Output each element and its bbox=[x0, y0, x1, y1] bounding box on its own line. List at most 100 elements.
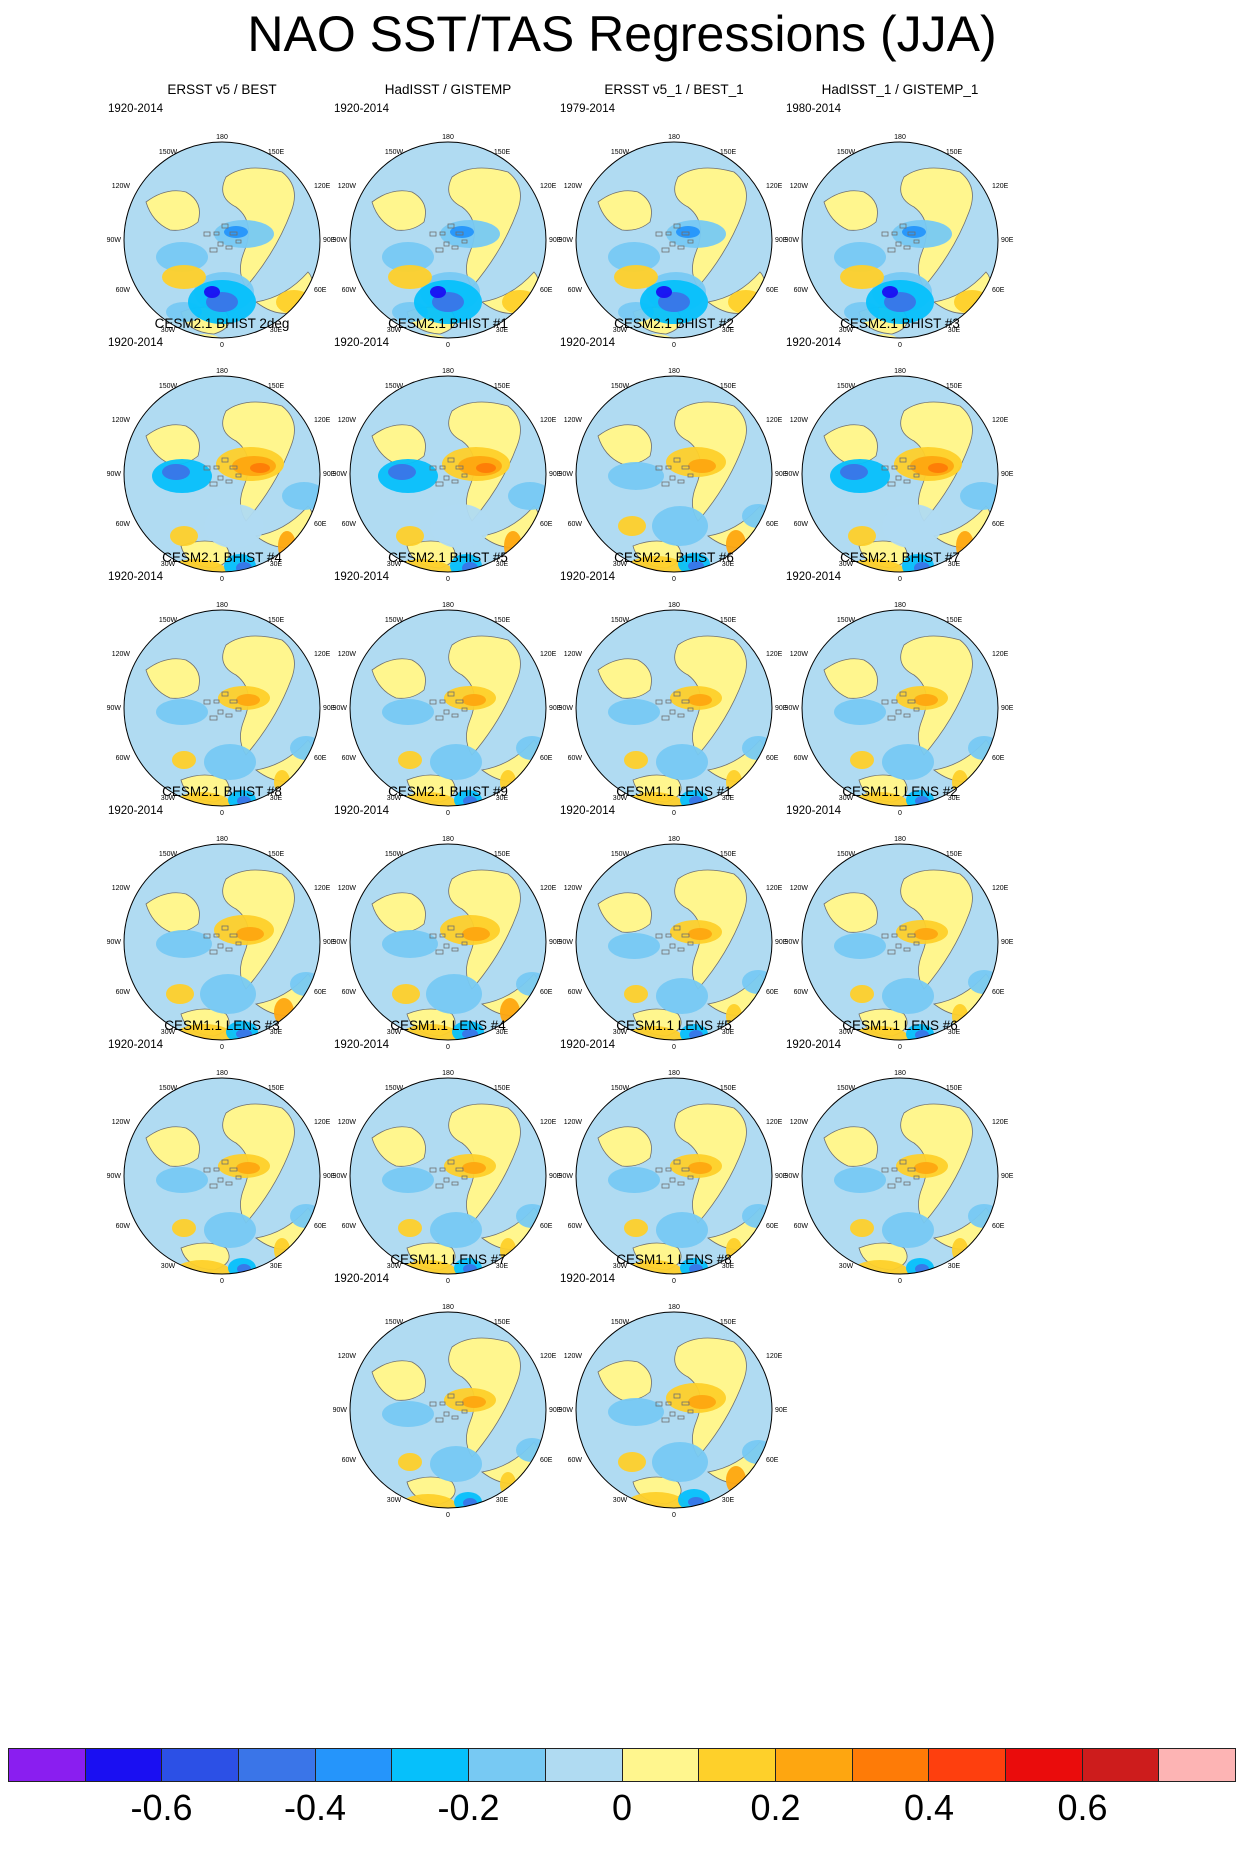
island-outline bbox=[443, 709, 450, 715]
island-outline bbox=[673, 223, 681, 229]
island-outline bbox=[661, 481, 670, 487]
colorbar-tick-label: -0.4 bbox=[283, 1787, 347, 1828]
longitude-label: 30W bbox=[161, 1029, 176, 1036]
island-outline bbox=[881, 699, 889, 705]
island-outline bbox=[913, 239, 920, 244]
longitude-label: 60W bbox=[116, 521, 131, 528]
anomaly-contour bbox=[834, 1167, 886, 1193]
anomaly-contour bbox=[608, 933, 660, 959]
longitude-label: 150W bbox=[159, 851, 178, 858]
island-outline bbox=[439, 933, 446, 938]
longitude-label: 150E bbox=[720, 383, 737, 390]
map-panel: 180 150W 150E 120W 120E 90W 90E 60W 60E 30W 30E 0 CE… bbox=[764, 550, 1036, 826]
landmass bbox=[371, 190, 426, 231]
longitude-label: 60W bbox=[342, 989, 357, 996]
longitude-label: 90W bbox=[333, 471, 348, 478]
island-outline bbox=[439, 465, 446, 470]
longitude-label: 60W bbox=[568, 989, 583, 996]
longitude-label: 180 bbox=[668, 1304, 680, 1311]
island-outline bbox=[451, 1181, 459, 1186]
longitude-label: 150E bbox=[268, 851, 285, 858]
longitude-label: 120E bbox=[766, 417, 783, 424]
panel-title: CESM1.1 LENS #5 bbox=[616, 1018, 732, 1033]
map-border bbox=[575, 609, 773, 807]
map-panel: 180 150W 150E 120W 120E 90W 90E 60W 60E 30W 30E 0 CE… bbox=[312, 1018, 584, 1294]
anomaly-contour bbox=[624, 1260, 684, 1274]
longitude-label: 180 bbox=[216, 1070, 228, 1077]
island-outline bbox=[447, 925, 455, 931]
panel-title: CESM1.1 LENS #2 bbox=[842, 784, 958, 799]
anomaly-contour bbox=[398, 792, 458, 806]
panel-period: 1979-2014 bbox=[560, 103, 615, 115]
longitude-label: 120E bbox=[992, 885, 1009, 892]
longitude-label: 90W bbox=[559, 1173, 574, 1180]
landmass bbox=[371, 658, 426, 699]
island-outline bbox=[655, 699, 663, 705]
longitude-label: 0 bbox=[672, 1512, 676, 1519]
longitude-label: 30E bbox=[722, 1497, 735, 1504]
anomaly-contour bbox=[396, 526, 424, 546]
panel-title: CESM2.1 BHIST #4 bbox=[162, 550, 282, 565]
anomaly-contour bbox=[382, 242, 434, 272]
map-border bbox=[801, 375, 999, 573]
longitude-label: 30E bbox=[722, 1263, 735, 1270]
island-outline bbox=[655, 465, 663, 471]
island-outline bbox=[665, 933, 672, 938]
longitude-label: 180 bbox=[668, 836, 680, 843]
longitude-label: 60W bbox=[568, 1457, 583, 1464]
longitude-label: 150W bbox=[837, 383, 856, 390]
anomaly-contour bbox=[624, 1492, 688, 1508]
longitude-label: 0 bbox=[220, 342, 224, 349]
anomaly-contour bbox=[398, 1219, 422, 1237]
longitude-label: 90E bbox=[1001, 237, 1014, 244]
island-outline bbox=[225, 245, 233, 250]
island-outline bbox=[447, 1393, 455, 1399]
colorbar-swatch bbox=[162, 1749, 240, 1781]
island-outline bbox=[665, 1401, 672, 1406]
island-outline bbox=[451, 713, 459, 718]
longitude-label: 30W bbox=[161, 795, 176, 802]
longitude-label: 60E bbox=[992, 1223, 1005, 1230]
island-outline bbox=[665, 1167, 672, 1172]
longitude-label: 30W bbox=[387, 1497, 402, 1504]
anomaly-contour bbox=[156, 1167, 208, 1193]
longitude-label: 120W bbox=[112, 1119, 131, 1126]
longitude-label: 90E bbox=[323, 939, 336, 946]
longitude-label: 90E bbox=[323, 1173, 336, 1180]
anomaly-contour bbox=[398, 1453, 422, 1471]
island-outline bbox=[221, 223, 229, 229]
longitude-label: 150W bbox=[385, 149, 404, 156]
island-outline bbox=[669, 475, 676, 481]
longitude-label: 120E bbox=[766, 1119, 783, 1126]
landmass bbox=[145, 424, 200, 465]
island-outline bbox=[687, 473, 694, 478]
longitude-label: 90E bbox=[1001, 939, 1014, 946]
longitude-label: 60W bbox=[116, 755, 131, 762]
longitude-label: 150W bbox=[611, 851, 630, 858]
anomaly-contour bbox=[618, 516, 646, 536]
longitude-label: 180 bbox=[442, 836, 454, 843]
anomaly-contour bbox=[914, 694, 938, 706]
island-outline bbox=[451, 1415, 459, 1420]
island-outline bbox=[681, 1401, 690, 1406]
island-outline bbox=[907, 699, 916, 704]
anomaly-contour bbox=[502, 290, 538, 314]
longitude-label: 120W bbox=[790, 885, 809, 892]
longitude-label: 150W bbox=[611, 617, 630, 624]
island-outline bbox=[455, 465, 464, 470]
polar-map: 180 150W 150E 120W 120E 90W 90E 60W 60E 30W 30E 0 bbox=[785, 368, 1014, 583]
longitude-label: 90E bbox=[549, 237, 562, 244]
anomaly-contour bbox=[430, 1446, 482, 1482]
longitude-label: 120E bbox=[314, 885, 331, 892]
island-outline bbox=[439, 231, 446, 236]
island-outline bbox=[655, 1167, 663, 1173]
island-outline bbox=[673, 1159, 681, 1165]
panel-period: 1920-2014 bbox=[108, 1039, 163, 1051]
landmass bbox=[823, 892, 878, 933]
anomaly-contour bbox=[430, 1212, 482, 1248]
landmass bbox=[597, 424, 652, 465]
map-border bbox=[575, 843, 773, 1041]
longitude-label: 60E bbox=[314, 755, 327, 762]
longitude-label: 180 bbox=[668, 602, 680, 609]
longitude-label: 120W bbox=[564, 417, 583, 424]
